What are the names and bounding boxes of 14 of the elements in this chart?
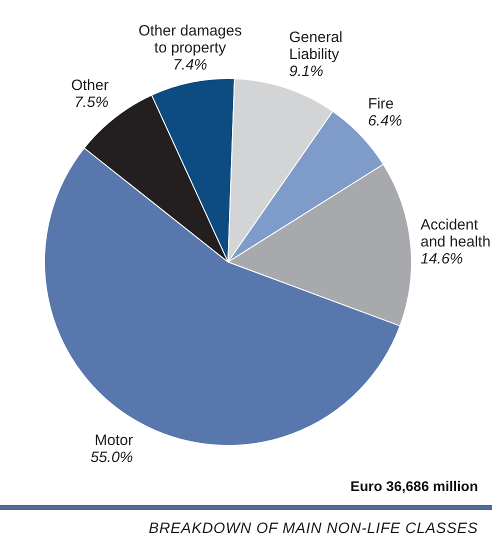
data-label: 9.1% (289, 62, 324, 80)
slice-label: Fire (368, 96, 394, 113)
slice-label: Other (71, 77, 109, 94)
slice-label: Motor (94, 432, 134, 449)
data-label: 7.5% (74, 94, 109, 112)
text: Euro 36,686 million (350, 478, 478, 494)
data-label: 55.0% (90, 448, 134, 466)
text: BREAKDOWN OF MAIN NON-LIFE CLASSES (148, 520, 478, 537)
slice-label: Accident and health (420, 216, 491, 250)
slice-label: Other damages to property (138, 22, 242, 57)
data-label: 6.4% (368, 112, 402, 130)
data-label: 14.6% (420, 250, 464, 268)
slice-label: General Liability (289, 28, 343, 63)
data-label: 7.4% (173, 56, 208, 74)
